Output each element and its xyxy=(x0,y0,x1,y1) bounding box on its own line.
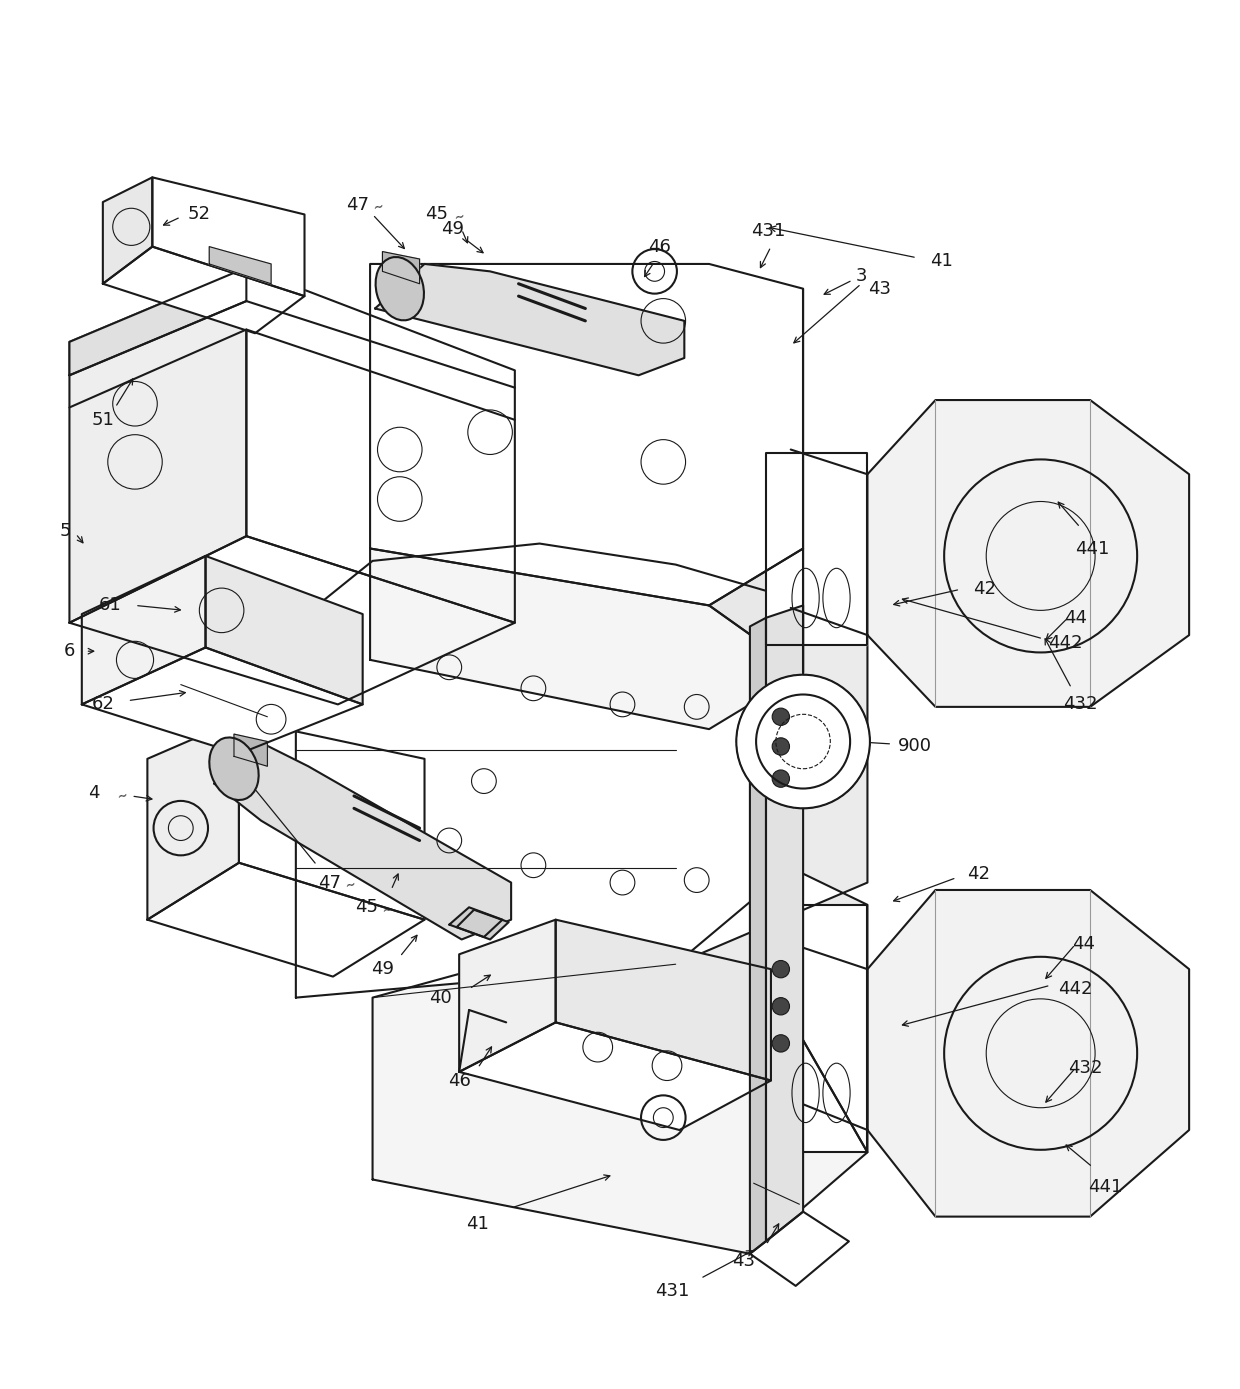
Text: 5: 5 xyxy=(60,522,72,540)
Text: 432: 432 xyxy=(1063,696,1097,714)
Polygon shape xyxy=(82,556,206,704)
Text: 42: 42 xyxy=(973,581,997,599)
Text: 431: 431 xyxy=(751,221,786,239)
Text: ~: ~ xyxy=(115,789,129,804)
Text: 47: 47 xyxy=(346,196,370,214)
Polygon shape xyxy=(374,264,684,375)
Text: 49: 49 xyxy=(441,221,465,239)
Text: ~: ~ xyxy=(343,878,357,893)
Text: 41: 41 xyxy=(466,1215,489,1233)
Circle shape xyxy=(773,770,790,788)
Text: 432: 432 xyxy=(1068,1060,1102,1076)
Circle shape xyxy=(773,738,790,756)
Text: ~: ~ xyxy=(372,200,386,215)
Polygon shape xyxy=(69,268,247,375)
Text: 47: 47 xyxy=(317,874,341,892)
Polygon shape xyxy=(239,720,424,920)
Polygon shape xyxy=(370,549,804,729)
Circle shape xyxy=(737,675,870,808)
Text: ~: ~ xyxy=(381,901,394,917)
Polygon shape xyxy=(210,247,272,283)
Text: 441: 441 xyxy=(1087,1178,1122,1196)
Text: 62: 62 xyxy=(92,696,114,714)
Text: 46: 46 xyxy=(649,238,671,256)
Text: 43: 43 xyxy=(733,1251,755,1270)
Polygon shape xyxy=(153,178,305,296)
Text: 431: 431 xyxy=(655,1282,689,1300)
Polygon shape xyxy=(766,453,868,644)
Polygon shape xyxy=(750,618,766,1254)
Text: 49: 49 xyxy=(371,960,394,978)
Text: ~: ~ xyxy=(453,210,466,225)
Text: 44: 44 xyxy=(1064,608,1086,626)
Text: 900: 900 xyxy=(898,738,931,756)
Polygon shape xyxy=(676,599,868,1153)
Ellipse shape xyxy=(210,738,259,800)
Polygon shape xyxy=(456,910,508,939)
Polygon shape xyxy=(69,536,515,704)
Polygon shape xyxy=(370,264,804,606)
Polygon shape xyxy=(868,890,1189,1217)
Polygon shape xyxy=(82,647,362,754)
Polygon shape xyxy=(372,951,868,1254)
Text: 52: 52 xyxy=(187,206,211,224)
Polygon shape xyxy=(234,735,268,767)
Text: 44: 44 xyxy=(1073,935,1095,953)
Text: 45: 45 xyxy=(425,206,449,224)
Text: 442: 442 xyxy=(1048,633,1083,651)
Text: 51: 51 xyxy=(92,411,114,429)
Text: 46: 46 xyxy=(448,1071,471,1089)
Text: 442: 442 xyxy=(1058,981,1092,997)
Text: 41: 41 xyxy=(930,253,954,271)
Polygon shape xyxy=(766,606,804,1242)
Polygon shape xyxy=(69,268,247,622)
Circle shape xyxy=(773,708,790,725)
Polygon shape xyxy=(103,178,153,283)
Text: 4: 4 xyxy=(88,785,100,803)
Text: 441: 441 xyxy=(1075,539,1110,557)
Polygon shape xyxy=(148,863,424,976)
Text: 42: 42 xyxy=(967,865,991,883)
Polygon shape xyxy=(206,556,362,704)
Polygon shape xyxy=(148,720,239,920)
Polygon shape xyxy=(556,920,771,1081)
Text: 43: 43 xyxy=(868,279,892,297)
Text: 45: 45 xyxy=(355,899,378,917)
Text: 3: 3 xyxy=(856,267,867,285)
Circle shape xyxy=(773,997,790,1015)
Polygon shape xyxy=(766,904,868,1153)
Polygon shape xyxy=(868,400,1189,707)
Polygon shape xyxy=(459,1022,771,1131)
Circle shape xyxy=(773,1035,790,1051)
Circle shape xyxy=(773,961,790,978)
Polygon shape xyxy=(750,1211,849,1286)
Polygon shape xyxy=(382,251,419,283)
Text: 40: 40 xyxy=(429,989,451,1007)
Polygon shape xyxy=(709,549,804,672)
Ellipse shape xyxy=(376,257,424,321)
Polygon shape xyxy=(449,907,502,938)
Text: 6: 6 xyxy=(63,642,76,660)
Text: 61: 61 xyxy=(99,596,122,614)
Polygon shape xyxy=(459,920,556,1072)
Polygon shape xyxy=(103,247,305,333)
Polygon shape xyxy=(215,742,511,939)
Polygon shape xyxy=(247,268,515,622)
Polygon shape xyxy=(296,543,791,997)
